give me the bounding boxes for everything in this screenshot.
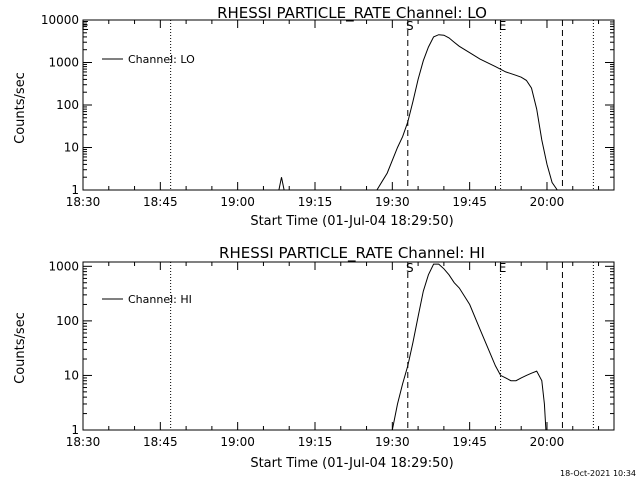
x-tick-label: 19:30 [375, 435, 410, 449]
y-tick-label: 1 [71, 423, 79, 437]
y-axis-label: Counts/sec [13, 312, 28, 384]
chart-title: RHESSI PARTICLE_RATE Channel: LO [217, 4, 487, 23]
marker-label: S [406, 19, 414, 33]
marker-label: E [81, 19, 89, 33]
x-tick-label: 18:45 [143, 195, 178, 209]
y-tick-label: 10 [64, 141, 79, 155]
x-tick-label: 19:30 [375, 195, 410, 209]
x-tick-label: 18:45 [143, 435, 178, 449]
legend-label: Channel: HI [128, 293, 192, 306]
legend: Channel: LO [102, 53, 195, 66]
y-tick-label: 1000 [48, 56, 79, 70]
panel-hi: RHESSI PARTICLE_RATE Channel: HI Start T… [13, 244, 615, 471]
x-axis-label: Start Time (01-Jul-04 18:29:50) [250, 214, 453, 229]
x-tick-label: 18:30 [66, 195, 101, 209]
x-tick-label: 19:00 [220, 435, 255, 449]
x-axis-label: Start Time (01-Jul-04 18:29:50) [250, 456, 453, 471]
marker-label: E [499, 261, 507, 275]
x-tick-label: 19:15 [298, 435, 333, 449]
legend-label: Channel: LO [128, 53, 195, 66]
x-tick-label: 19:45 [452, 435, 487, 449]
x-tick-label: 20:00 [530, 195, 565, 209]
y-tick-label: 100 [56, 98, 79, 112]
y-tick-label: 1000 [48, 259, 79, 273]
y-tick-label: 10 [64, 368, 79, 382]
x-tick-label: 19:00 [220, 195, 255, 209]
footer-timestamp: 18-Oct-2021 10:34 [560, 469, 636, 478]
y-tick-label: 1 [71, 183, 79, 197]
x-tick-label: 20:00 [530, 435, 565, 449]
plot-frame [82, 19, 615, 191]
legend: Channel: HI [102, 293, 192, 306]
x-tick-label: 19:45 [452, 195, 487, 209]
series-line [391, 263, 547, 431]
chart-title: RHESSI PARTICLE_RATE Channel: HI [219, 244, 485, 263]
y-tick-label: 10000 [41, 13, 79, 27]
panel-lo: RHESSI PARTICLE_RATE Channel: LO Start T… [13, 4, 615, 229]
marker-label: E [499, 19, 507, 33]
x-tick-label: 18:30 [66, 435, 101, 449]
x-tick-label: 19:15 [298, 195, 333, 209]
y-axis-label: Counts/sec [13, 72, 28, 144]
plot-frame [82, 261, 615, 431]
marker-label: S [406, 261, 414, 275]
y-tick-label: 100 [56, 314, 79, 328]
series-line [278, 34, 558, 191]
